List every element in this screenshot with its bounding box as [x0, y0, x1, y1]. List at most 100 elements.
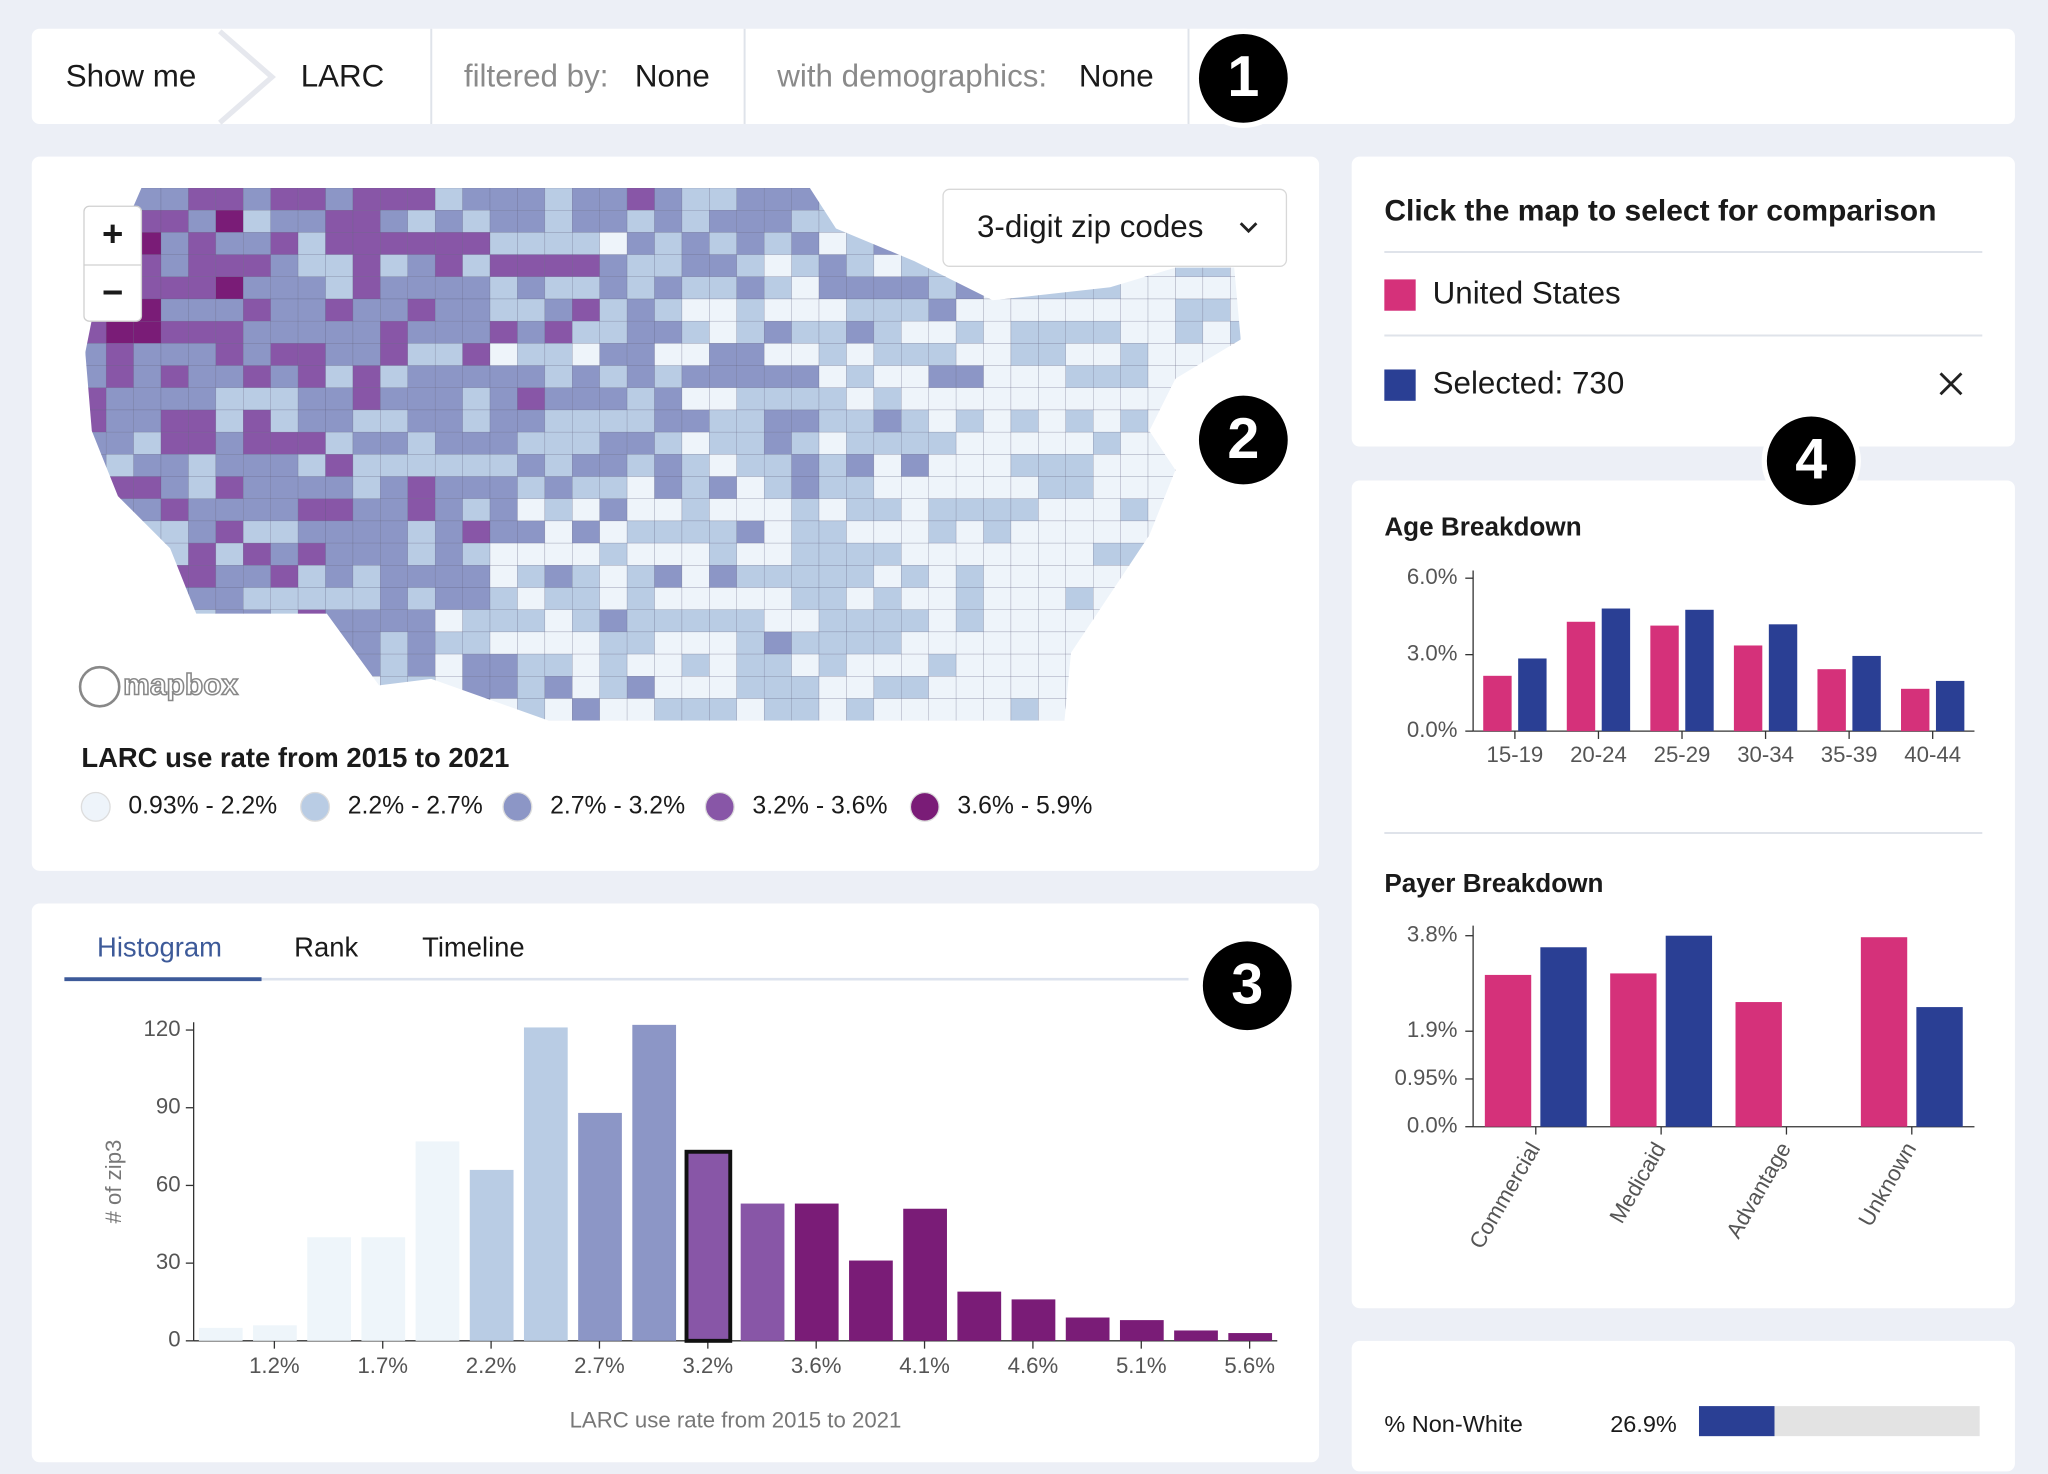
map-region	[736, 653, 765, 677]
histogram-bar[interactable]	[903, 1208, 947, 1341]
map-region	[1038, 476, 1066, 499]
map-region	[901, 520, 929, 544]
map-region	[681, 520, 710, 544]
y-tick-label: 3.8%	[1407, 922, 1458, 947]
map-region	[983, 298, 1012, 322]
map-region	[352, 276, 381, 300]
zoom-in-button[interactable]: +	[102, 213, 123, 254]
map-region	[818, 454, 847, 477]
histogram-bar[interactable]	[469, 1169, 514, 1341]
demographics-value[interactable]: None	[1079, 59, 1154, 94]
histogram-bar[interactable]	[740, 1203, 785, 1341]
map-region	[1092, 365, 1121, 388]
map-region	[352, 542, 381, 566]
map-region	[215, 476, 244, 499]
map-region	[599, 476, 628, 499]
histogram-bar[interactable]	[1011, 1299, 1056, 1341]
histogram-bar[interactable]	[632, 1024, 677, 1341]
map-region	[1120, 520, 1149, 544]
histogram-bar[interactable]	[1119, 1320, 1164, 1341]
filter-value[interactable]: None	[635, 59, 710, 94]
map-region	[599, 365, 628, 388]
histogram-bar[interactable]	[1065, 1317, 1110, 1341]
tab[interactable]: Timeline	[422, 931, 525, 962]
map-region	[681, 698, 710, 721]
map-region	[517, 365, 546, 388]
histogram-bar[interactable]	[361, 1237, 406, 1341]
map-region	[709, 587, 737, 610]
map-region	[215, 587, 244, 610]
map-region	[626, 320, 655, 344]
histogram-bar[interactable]	[307, 1237, 351, 1341]
map-region	[572, 676, 600, 699]
map-region	[1010, 698, 1039, 721]
histogram-bar[interactable]	[849, 1260, 893, 1341]
histogram-bar[interactable]	[684, 1149, 733, 1343]
map-region	[681, 365, 710, 388]
histogram-bar[interactable]	[957, 1291, 1002, 1341]
map-region	[489, 188, 518, 211]
demographics-panel	[1351, 1340, 2015, 1472]
demographic-value: 26.9%	[1610, 1411, 1677, 1437]
geography-dropdown-label[interactable]: 3-digit zip codes	[977, 209, 1203, 244]
tab[interactable]: Rank	[294, 931, 358, 962]
map-region	[818, 520, 847, 544]
map-region	[544, 698, 573, 721]
map-region	[352, 609, 381, 633]
histogram-bar[interactable]	[794, 1203, 839, 1341]
map-region	[846, 631, 875, 655]
map-region	[901, 276, 929, 300]
histogram-bar[interactable]	[1228, 1333, 1273, 1341]
histogram-bar[interactable]	[253, 1325, 297, 1341]
clear-selection-button[interactable]	[1939, 372, 1963, 396]
chart-title: Payer Breakdown	[1384, 868, 1603, 898]
map-region	[1092, 542, 1121, 566]
map-region	[1092, 431, 1121, 455]
map-region	[681, 454, 710, 477]
map-region	[818, 232, 847, 255]
map-region	[215, 276, 244, 300]
map-region	[736, 387, 765, 411]
map-region	[1010, 565, 1039, 588]
histogram-bar[interactable]	[198, 1327, 243, 1341]
histogram-bar[interactable]	[578, 1112, 622, 1341]
map-region	[160, 365, 189, 388]
map-region	[928, 409, 957, 433]
bar	[1901, 688, 1930, 732]
histogram-bar[interactable]	[523, 1027, 568, 1341]
map-region	[654, 210, 683, 233]
map-region	[791, 276, 820, 300]
map-region	[160, 498, 189, 522]
map-region	[1092, 565, 1121, 588]
map-region	[160, 520, 189, 544]
map-region	[955, 298, 984, 322]
map-region	[517, 298, 546, 322]
map-region	[1120, 387, 1149, 411]
map-region	[215, 431, 244, 455]
map-region	[407, 587, 436, 610]
map-region	[325, 542, 354, 566]
map-region	[873, 454, 902, 477]
map-region	[297, 276, 326, 300]
histogram-bar[interactable]	[415, 1141, 460, 1341]
histogram-bar[interactable]	[1174, 1330, 1218, 1341]
geography-dropdown[interactable]	[942, 188, 1288, 267]
map-region	[380, 431, 408, 455]
map-region	[160, 188, 189, 211]
x-tick-label: 2.2%	[466, 1353, 517, 1378]
map-region	[407, 542, 436, 566]
map-region	[1230, 276, 1241, 300]
map-region	[791, 387, 820, 411]
y-tick-label: 0.95%	[1395, 1065, 1458, 1090]
measure-selector[interactable]: LARC	[301, 59, 385, 94]
map-region	[489, 631, 518, 655]
map-region	[763, 409, 792, 433]
map-region	[215, 254, 244, 277]
map-region	[1120, 365, 1149, 388]
map-region	[215, 542, 244, 566]
map-region	[599, 676, 628, 699]
map-region	[270, 454, 299, 477]
zoom-out-button[interactable]: −	[102, 272, 123, 313]
tab[interactable]: Histogram	[97, 931, 222, 962]
map-region	[352, 498, 381, 522]
